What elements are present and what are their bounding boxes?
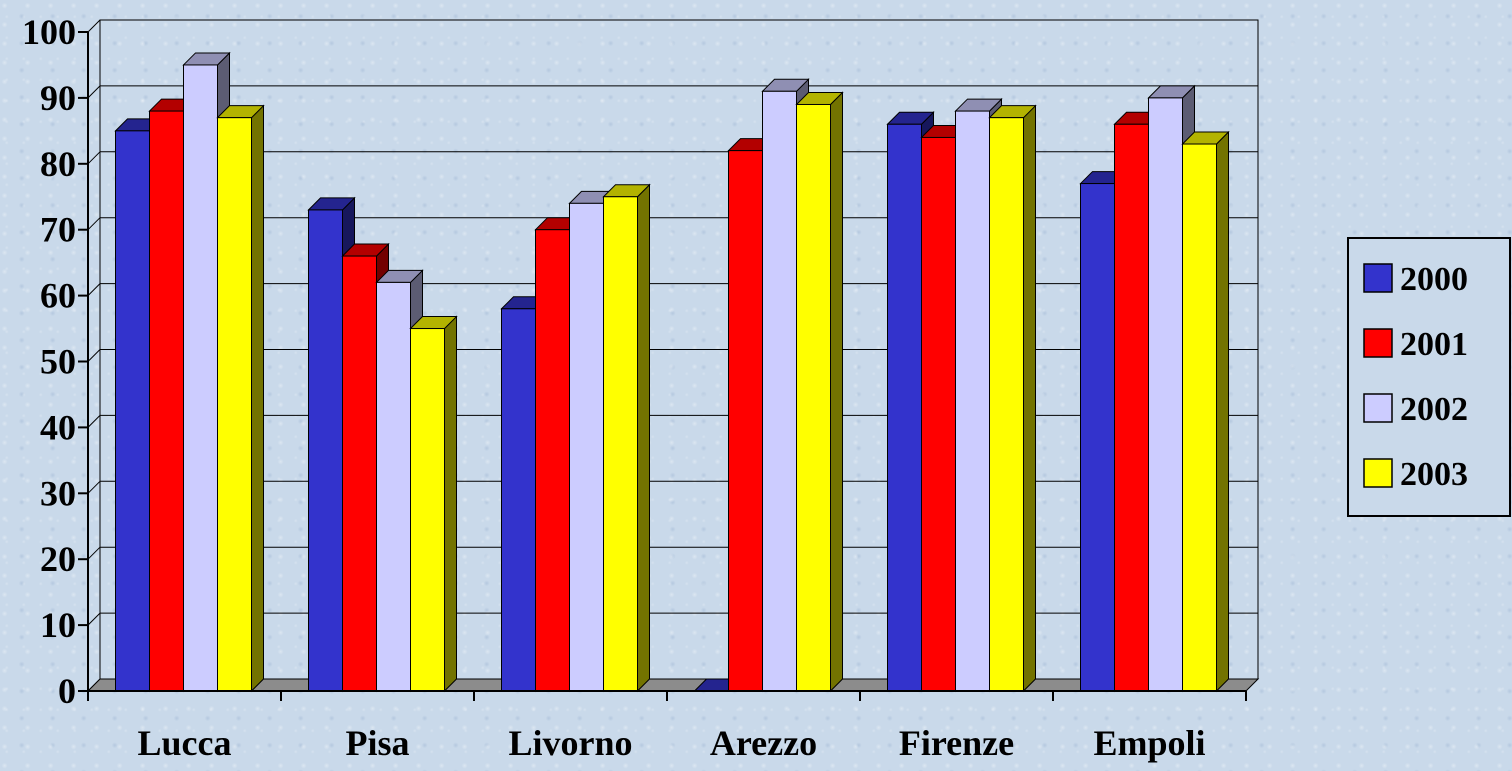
bar-front: [217, 117, 252, 692]
bar-front: [569, 202, 604, 692]
bar-front: [1114, 123, 1149, 692]
gridline-side: [87, 85, 101, 99]
gridline-side: [87, 151, 101, 165]
bar-front: [1182, 143, 1217, 692]
bar-front: [410, 328, 445, 692]
bar-empoli-2003: [1181, 130, 1230, 693]
bar-arezzo-2003: [795, 91, 844, 693]
y-tick-label: 50: [40, 342, 76, 382]
bar-side: [1216, 130, 1229, 693]
gridline-side: [87, 283, 101, 296]
bar-side: [1023, 104, 1036, 693]
bar-front: [501, 308, 536, 692]
bar-side: [637, 183, 650, 693]
bar-side: [830, 91, 843, 693]
legend-swatch-2002: [1363, 393, 1393, 423]
x-category-label: Lucca: [138, 723, 232, 763]
x-category-label: Arezzo: [710, 723, 817, 763]
bar-side: [251, 104, 264, 693]
gridlines: [87, 19, 1258, 692]
axes: [78, 32, 1247, 701]
legend-label-2000: 2000: [1400, 261, 1468, 298]
legend: 2000 2001 2002 2003: [1347, 237, 1511, 517]
bar-front: [115, 130, 150, 692]
bar-firenze-2003: [988, 104, 1037, 693]
legend-label-2002: 2002: [1400, 391, 1468, 428]
legend-swatch-2001: [1363, 328, 1393, 358]
x-category-label: Pisa: [345, 723, 409, 763]
x-category-label: Firenze: [899, 723, 1014, 763]
bar-lucca-2003: [216, 104, 265, 693]
gridline-side: [87, 480, 101, 494]
bar-front: [308, 209, 343, 692]
y-tick-label: 60: [40, 276, 76, 316]
y-axis-ticks: 0 10 20 30 40 50 60 70 80 90 100: [22, 12, 88, 711]
bar-arezzo-2002: [761, 78, 810, 693]
y-tick-label: 90: [40, 78, 76, 118]
bar-front: [535, 229, 570, 692]
bar-front: [183, 64, 218, 692]
bar-side: [444, 315, 457, 693]
gridline-side: [87, 19, 101, 33]
bar-front: [1148, 97, 1183, 692]
bar-front: [887, 123, 922, 692]
bar-front: [149, 110, 184, 692]
gridline-side: [87, 415, 101, 428]
bar-front: [955, 110, 990, 692]
x-category-label: Empoli: [1093, 723, 1205, 763]
y-tick-label: 80: [40, 144, 76, 184]
gridline-side: [87, 546, 101, 560]
bar-livorno-2003: [602, 183, 651, 693]
bar-front: [762, 90, 797, 692]
y-tick-label: 100: [22, 12, 76, 52]
bar-front: [342, 255, 377, 692]
legend-swatch-2000: [1363, 263, 1393, 293]
x-axis-labels: Lucca Pisa Livorno Arezzo Firenze Empoli: [138, 723, 1206, 763]
gridline-side: [87, 349, 101, 362]
bar-front: [603, 196, 638, 692]
legend-label-2001: 2001: [1400, 326, 1468, 363]
bar-front: [1080, 183, 1115, 692]
bar-pisa-2003: [409, 315, 458, 693]
y-tick-label: 0: [58, 671, 76, 711]
bar-front: [989, 117, 1024, 692]
gridline-side: [87, 612, 101, 626]
y-tick-label: 70: [40, 210, 76, 250]
y-tick-label: 30: [40, 473, 76, 513]
bar-front: [796, 103, 831, 692]
x-category-label: Livorno: [508, 723, 632, 763]
legend-label-2003: 2003: [1400, 456, 1468, 493]
legend-swatch-2003: [1363, 458, 1393, 488]
y-tick-label: 20: [40, 539, 76, 579]
bar-front: [376, 281, 411, 692]
bar-front: [728, 150, 763, 692]
y-tick-label: 10: [40, 605, 76, 645]
y-tick-label: 40: [40, 407, 76, 447]
bar-front: [921, 136, 956, 692]
bars: [114, 51, 1230, 693]
gridline-side: [87, 217, 101, 231]
